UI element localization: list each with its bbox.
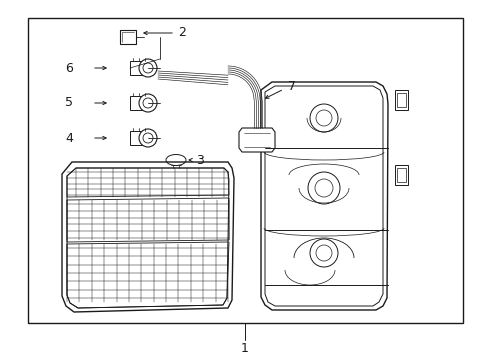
Bar — [120, 30, 136, 44]
Polygon shape — [239, 128, 274, 152]
Bar — [130, 96, 148, 110]
Text: 2: 2 — [178, 27, 185, 40]
Text: 5: 5 — [65, 96, 73, 109]
Text: 6: 6 — [65, 62, 73, 75]
Text: 7: 7 — [287, 80, 295, 93]
Bar — [394, 90, 407, 110]
Text: 1: 1 — [241, 342, 248, 355]
Bar — [130, 61, 148, 75]
Polygon shape — [261, 82, 387, 310]
Circle shape — [139, 94, 157, 112]
Text: 4: 4 — [65, 131, 73, 144]
Bar — [28, 18, 462, 323]
Bar — [396, 168, 405, 182]
Circle shape — [139, 129, 157, 147]
Polygon shape — [62, 162, 234, 312]
Bar — [130, 131, 148, 145]
Circle shape — [139, 59, 157, 77]
Text: 3: 3 — [196, 153, 203, 166]
Bar — [394, 165, 407, 185]
Bar — [396, 93, 405, 107]
